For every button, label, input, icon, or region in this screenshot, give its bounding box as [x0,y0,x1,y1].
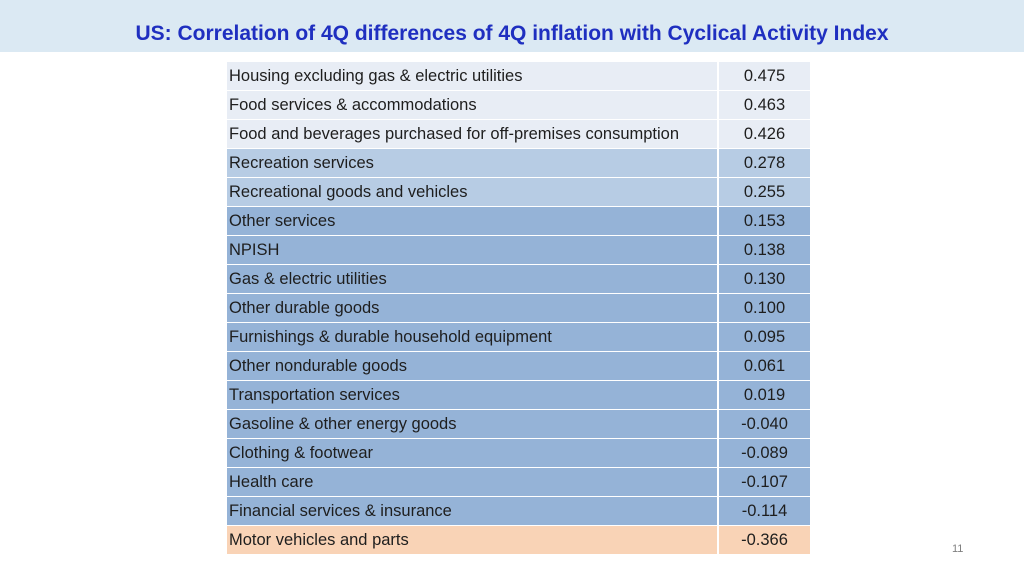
category-cell: Other services [227,207,717,235]
table-row: Furnishings & durable household equipmen… [227,323,810,351]
category-cell: Food services & accommodations [227,91,717,119]
correlation-value-cell: 0.475 [719,62,810,90]
correlation-value-cell: 0.463 [719,91,810,119]
table-row: Health care -0.107 [227,468,810,496]
category-cell: Other durable goods [227,294,717,322]
table-row: Food and beverages purchased for off-pre… [227,120,810,148]
table-row: Recreational goods and vehicles 0.255 [227,178,810,206]
category-cell: Recreational goods and vehicles [227,178,717,206]
category-cell: Transportation services [227,381,717,409]
correlation-table: Housing excluding gas & electric utiliti… [227,62,810,555]
correlation-value-cell: -0.089 [719,439,810,467]
correlation-value-cell: 0.130 [719,265,810,293]
category-cell: Gasoline & other energy goods [227,410,717,438]
correlation-value-cell: 0.019 [719,381,810,409]
table-row: Transportation services 0.019 [227,381,810,409]
slide-title: US: Correlation of 4Q differences of 4Q … [135,22,889,45]
category-cell: Recreation services [227,149,717,177]
table-row: Financial services & insurance -0.114 [227,497,810,525]
table-row: Gas & electric utilities 0.130 [227,265,810,293]
category-cell: Clothing & footwear [227,439,717,467]
table-row: Recreation services 0.278 [227,149,810,177]
table-row: Other nondurable goods 0.061 [227,352,810,380]
category-cell: Gas & electric utilities [227,265,717,293]
page-number: 11 [952,543,964,555]
correlation-value-cell: -0.040 [719,410,810,438]
category-cell: Motor vehicles and parts [227,526,717,554]
correlation-value-cell: 0.100 [719,294,810,322]
table-row: NPISH 0.138 [227,236,810,264]
category-cell: Food and beverages purchased for off-pre… [227,120,717,148]
category-cell: Housing excluding gas & electric utiliti… [227,62,717,90]
correlation-value-cell: 0.278 [719,149,810,177]
table-row: Clothing & footwear -0.089 [227,439,810,467]
correlation-value-cell: -0.114 [719,497,810,525]
table-row: Motor vehicles and parts -0.366 [227,526,810,554]
category-cell: NPISH [227,236,717,264]
table-row: Other durable goods 0.100 [227,294,810,322]
correlation-value-cell: -0.107 [719,468,810,496]
category-cell: Furnishings & durable household equipmen… [227,323,717,351]
table-row: Food services & accommodations 0.463 [227,91,810,119]
table-row: Housing excluding gas & electric utiliti… [227,62,810,90]
category-cell: Other nondurable goods [227,352,717,380]
table-row: Other services 0.153 [227,207,810,235]
table-row: Gasoline & other energy goods -0.040 [227,410,810,438]
correlation-value-cell: 0.153 [719,207,810,235]
correlation-value-cell: 0.138 [719,236,810,264]
correlation-value-cell: -0.366 [719,526,810,554]
correlation-value-cell: 0.426 [719,120,810,148]
category-cell: Health care [227,468,717,496]
category-cell: Financial services & insurance [227,497,717,525]
correlation-value-cell: 0.061 [719,352,810,380]
correlation-value-cell: 0.255 [719,178,810,206]
title-band [0,0,1024,52]
correlation-value-cell: 0.095 [719,323,810,351]
